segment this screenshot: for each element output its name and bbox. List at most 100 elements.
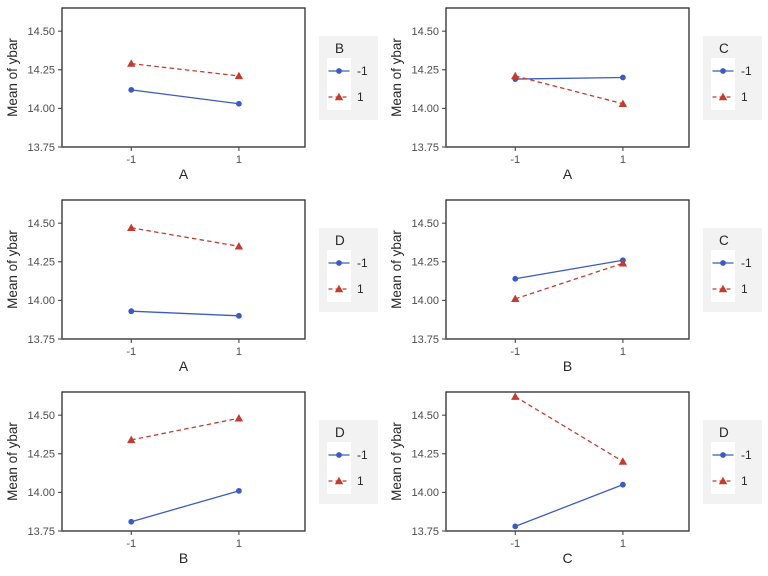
x-axis-title: A <box>179 358 189 374</box>
series-line-1 <box>131 417 240 441</box>
series-line-1 <box>131 62 239 77</box>
y-axis-tick-label: 14.25 <box>27 257 55 269</box>
y-axis-tick-label: 13.75 <box>27 526 55 538</box>
series-line--1 <box>515 76 623 80</box>
legend-entry-label: -1 <box>741 256 752 270</box>
y-axis-tick-label: 13.75 <box>27 334 55 346</box>
legend-entry-label: -1 <box>741 64 752 78</box>
x-axis-tick-label: 1 <box>236 154 242 166</box>
legend-title: C <box>719 41 729 56</box>
x-axis-tick-label: 1 <box>236 346 242 358</box>
y-axis-tick-label: 14.50 <box>27 410 55 422</box>
y-axis-tick-label: 14.00 <box>27 295 55 307</box>
y-axis-tick-label: 14.25 <box>411 257 439 269</box>
circle-data-point-marker <box>336 68 342 74</box>
y-axis-tick-label: 14.25 <box>411 449 439 461</box>
legend-entry-label: -1 <box>357 256 368 270</box>
interaction-plot-panel-3: 13.75 14.00 14.25 14.50 -1 1 A Mean of ybar D -1 1 <box>0 192 384 384</box>
plot-panel-border <box>445 7 690 148</box>
circle-data-point-marker <box>236 487 242 494</box>
y-axis-tick-label: 14.25 <box>411 65 439 77</box>
triangle-data-point-marker <box>234 242 244 250</box>
y-axis-tick-label: 14.00 <box>27 103 55 115</box>
series-line--1 <box>131 310 239 317</box>
x-axis-tick-label: 1 <box>620 154 626 166</box>
legend-title: B <box>335 41 344 56</box>
legend-title: D <box>335 425 345 440</box>
circle-data-point-marker <box>620 481 626 488</box>
legend-entry-label: -1 <box>741 448 752 462</box>
x-axis-title: B <box>179 550 188 566</box>
panel-4-chart: 13.75 14.00 14.25 14.50 -1 1 B Mean of ybar C -1 1 <box>389 199 762 374</box>
plot-panel-border <box>445 391 690 532</box>
circle-data-point-marker <box>336 260 342 266</box>
legend-entry-label: -1 <box>357 448 368 462</box>
x-axis-title: A <box>179 166 189 182</box>
circle-data-point-marker <box>620 74 626 81</box>
x-axis-tick-label: -1 <box>126 538 136 550</box>
legend-title: C <box>719 233 729 248</box>
x-axis-tick-label: 1 <box>620 346 626 358</box>
triangle-data-point-marker <box>618 259 628 267</box>
panel-6-chart: 13.75 14.00 14.25 14.50 -1 1 C Mean of ybar D -1 1 <box>389 391 762 566</box>
x-axis-title: A <box>563 166 573 182</box>
triangle-data-point-marker <box>511 71 520 80</box>
y-axis-tick-label: 14.50 <box>411 26 439 38</box>
y-axis-tick-label: 13.75 <box>411 526 439 538</box>
y-axis-tick-label: 14.25 <box>27 449 55 461</box>
x-axis-tick-label: -1 <box>510 538 520 550</box>
triangle-data-point-marker <box>511 294 520 303</box>
y-axis-tick-label: 14.50 <box>411 218 439 230</box>
y-axis-tick-label: 13.75 <box>411 334 439 346</box>
series-line--1 <box>131 490 240 523</box>
x-axis-tick-label: -1 <box>126 154 136 166</box>
series-line--1 <box>515 484 624 527</box>
triangle-data-point-marker <box>718 92 728 101</box>
plot-panel-border <box>61 391 306 532</box>
plot-panel-border <box>61 7 306 148</box>
panel-1-chart: 13.75 14.00 14.25 14.50 -1 1 A Mean of ybar B -1 1 <box>5 7 378 182</box>
interaction-plot-panel-6: 13.75 14.00 14.25 14.50 -1 1 C Mean of ybar D -1 1 <box>384 384 768 576</box>
circle-data-point-marker <box>720 68 726 74</box>
series-line-1 <box>515 262 624 300</box>
triangle-data-point-marker <box>511 392 520 400</box>
triangle-data-point-marker <box>618 99 628 107</box>
series-line--1 <box>515 259 624 280</box>
x-axis-title: B <box>563 358 572 374</box>
interaction-plot-panel-2: 13.75 14.00 14.25 14.50 -1 1 A Mean of ybar C -1 1 <box>384 0 768 192</box>
x-axis-title: C <box>562 550 572 566</box>
y-axis-tick-label: 13.75 <box>411 142 439 154</box>
triangle-data-point-marker <box>234 414 244 422</box>
y-axis-tick-label: 14.50 <box>27 26 55 38</box>
panel-2-chart: 13.75 14.00 14.25 14.50 -1 1 A Mean of ybar C -1 1 <box>389 7 762 182</box>
legend-title: D <box>335 233 345 248</box>
circle-data-point-marker <box>512 275 519 282</box>
circle-data-point-marker <box>128 518 135 525</box>
y-axis-tick-label: 14.00 <box>411 487 439 499</box>
x-axis-tick-label: 1 <box>620 538 626 550</box>
triangle-data-point-marker <box>718 284 728 293</box>
circle-data-point-marker <box>336 452 342 458</box>
circle-data-point-marker <box>236 312 242 319</box>
x-axis-tick-label: -1 <box>510 154 520 166</box>
interaction-plot-panel-4: 13.75 14.00 14.25 14.50 -1 1 B Mean of ybar C -1 1 <box>384 192 768 384</box>
triangle-data-point-marker <box>334 92 344 101</box>
legend-entry-label: 1 <box>357 474 364 488</box>
circle-data-point-marker <box>128 308 135 315</box>
y-axis-title: Mean of ybar <box>5 422 20 501</box>
y-axis-tick-label: 14.50 <box>27 218 55 230</box>
triangle-data-point-marker <box>127 223 136 231</box>
legend-entry-label: -1 <box>357 64 368 78</box>
legend-entry-label: 1 <box>741 282 748 296</box>
legend-entry-label: 1 <box>357 90 364 104</box>
y-axis-title: Mean of ybar <box>5 38 20 117</box>
legend-entry-label: 1 <box>357 282 364 296</box>
triangle-data-point-marker <box>127 59 136 67</box>
triangle-data-point-marker <box>334 284 344 293</box>
y-axis-title: Mean of ybar <box>5 230 20 309</box>
circle-data-point-marker <box>128 86 135 93</box>
series-line--1 <box>131 89 239 105</box>
y-axis-tick-label: 14.00 <box>411 103 439 115</box>
interaction-plot-panel-1: 13.75 14.00 14.25 14.50 -1 1 A Mean of ybar B -1 1 <box>0 0 384 192</box>
circle-data-point-marker <box>720 452 726 458</box>
